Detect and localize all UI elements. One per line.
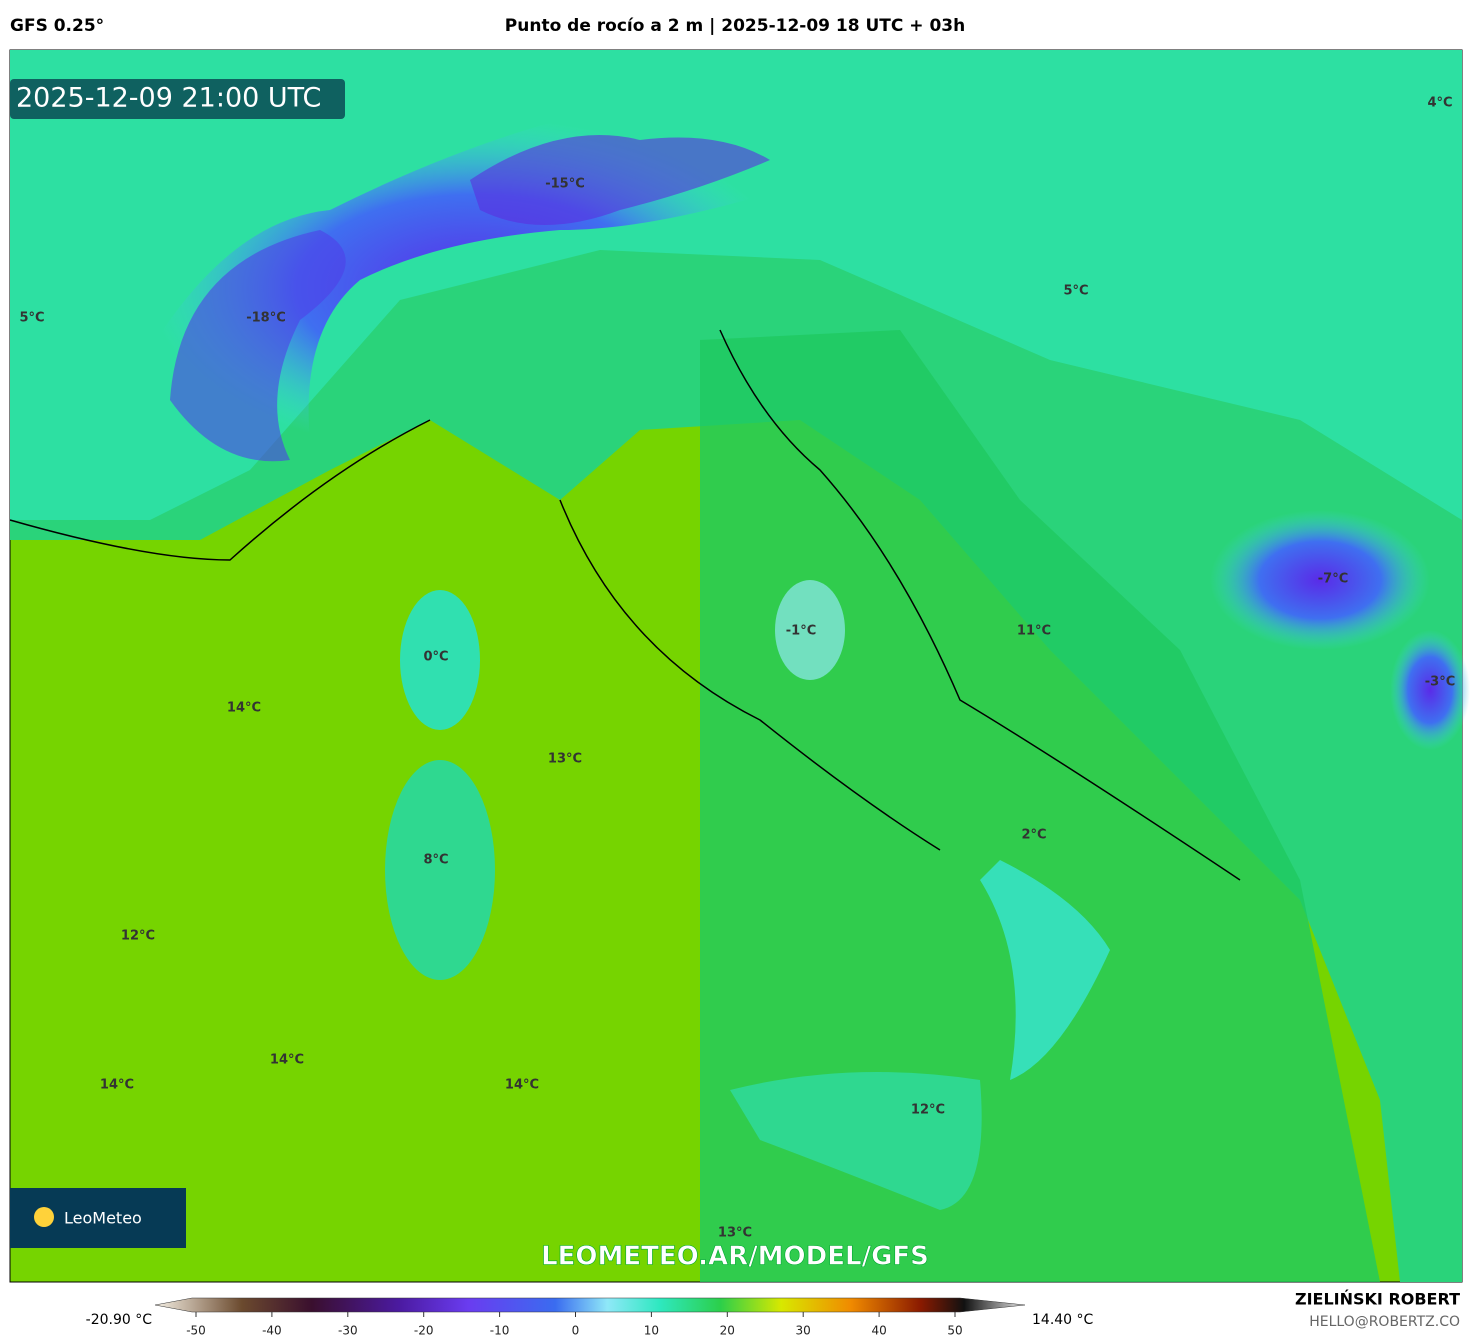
north-land [10,50,1462,520]
contour-label: 4°C [1427,96,1452,111]
colorbar-tick-label: 10 [644,1324,659,1338]
alps-cold-core [170,230,346,462]
contour-label: -15°C [545,177,585,192]
colorbar-tick-label: 20 [720,1324,735,1338]
apennine-cool [775,580,845,680]
colorbar-tick-label: -20 [414,1324,434,1338]
balkan-cold [1390,630,1470,750]
contour-label: -7°C [1318,572,1348,587]
contour-label: 14°C [100,1078,134,1093]
contour-label: 11°C [1017,624,1051,639]
colorbar-tick-label: -30 [338,1324,358,1338]
corsica [400,590,480,730]
contour-label: 0°C [423,650,448,665]
contour-label: 2°C [1021,828,1046,843]
contour-label: 12°C [121,929,155,944]
colorbar-tick-label: -10 [490,1324,510,1338]
contour-label: 12°C [911,1103,945,1118]
colorbar-tick-label: -50 [186,1324,206,1338]
timestamp-box [10,79,345,119]
contour-label: -18°C [246,311,286,326]
calabria [980,860,1110,1080]
logo-sun [34,1207,54,1227]
map-title: Punto de rocío a 2 m | 2025-12-09 18 UTC… [505,16,965,36]
alps-cold-core [470,135,770,225]
colorbar-tick-label: 50 [947,1324,962,1338]
colorbar-tick-label: 30 [796,1324,811,1338]
contour-label: 5°C [19,311,44,326]
contour-label: 13°C [548,752,582,767]
colorbar-tick-label: 0 [572,1324,580,1338]
contour-label: 14°C [227,701,261,716]
colorbar-tick-label: 40 [871,1324,886,1338]
email: HELLO@ROBERTZ.CO [1309,1314,1460,1330]
colorbar-min: -20.90 °C [86,1312,153,1328]
sardinia [385,760,495,980]
contour-label: 14°C [270,1053,304,1068]
sicily [730,1072,982,1210]
balkan-cold [1210,510,1430,650]
map: LeoMeteo 2025-12-09 21:00 UTC LEOMETEO.A… [9,49,1470,1283]
coastline [9,329,1241,881]
adriatic-area [700,330,1380,1282]
colorbar-max: 14.40 °C [1032,1312,1094,1328]
contour-label: 13°C [718,1226,752,1241]
author: ZIELIŃSKI ROBERT [1295,1290,1460,1309]
watermark: LEOMETEO.AR/MODEL/GFS [541,1242,929,1272]
logo-text: LeoMeteo [64,1209,142,1228]
contour-label: 14°C [505,1078,539,1093]
contour-label: -1°C [786,624,816,639]
colorbar [154,1297,1026,1313]
contour-label: 5°C [1063,284,1088,299]
colorbar-tick-label: -40 [262,1324,282,1338]
contour-label: -3°C [1425,675,1455,690]
contour-label: 8°C [423,853,448,868]
timestamp: 2025-12-09 21:00 UTC [16,83,321,114]
model-name: GFS 0.25° [10,16,104,36]
